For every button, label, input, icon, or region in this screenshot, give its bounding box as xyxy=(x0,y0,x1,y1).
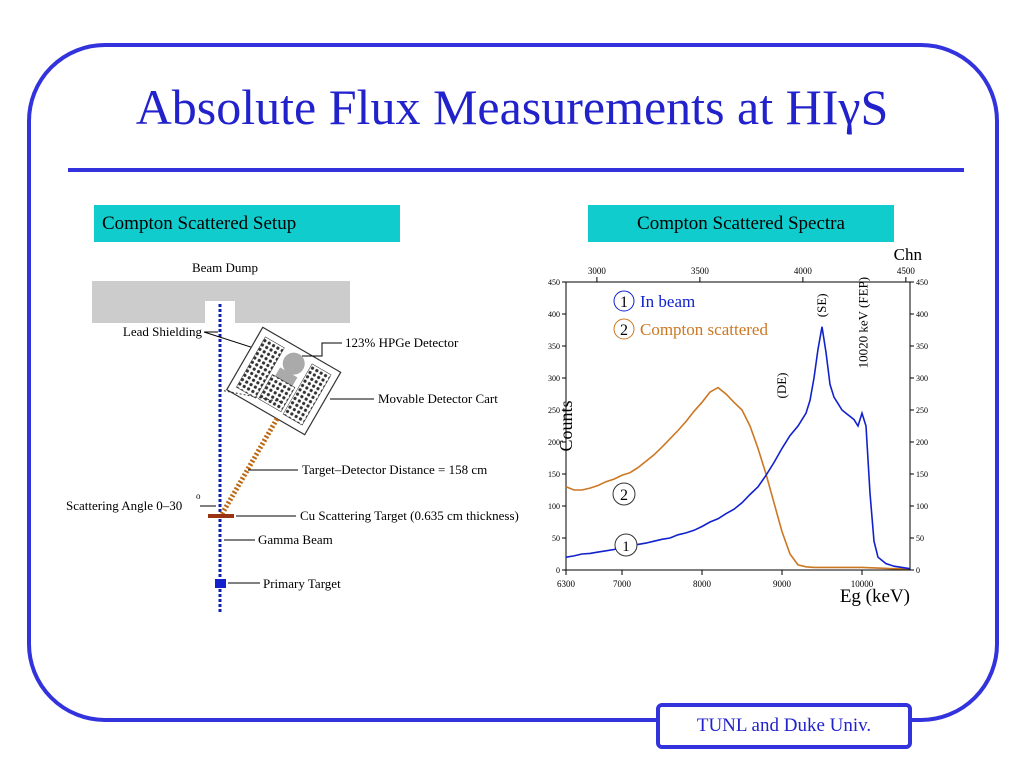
y-tick-label: 350 xyxy=(548,342,560,351)
cu-scattering-target xyxy=(208,514,234,518)
title-divider xyxy=(68,168,964,172)
y-tick-label-right: 350 xyxy=(916,342,928,351)
plot-area xyxy=(565,281,911,571)
x-tick-label: 9000 xyxy=(773,579,792,589)
angle-unit-label: o xyxy=(196,491,201,501)
primary-target-label: Primary Target xyxy=(263,576,341,591)
slide-frame xyxy=(27,43,999,722)
top-tick-label: 4500 xyxy=(897,266,916,276)
beam-dump-label: Beam Dump xyxy=(192,260,258,275)
hpge-detector-crystal xyxy=(282,352,305,375)
distance-label: Target–Detector Distance = 158 cm xyxy=(302,462,487,477)
y-tick-label: 50 xyxy=(552,534,560,543)
detector-cart xyxy=(225,326,342,436)
y-tick-label-right: 150 xyxy=(916,470,928,479)
beam-dump-block xyxy=(205,281,235,301)
detector-pointer xyxy=(302,342,342,357)
curve-marker-1: 1 xyxy=(614,533,638,557)
peak-annotation: (DE) xyxy=(774,372,789,398)
legend-marker-2-text: 2 xyxy=(620,322,628,339)
series-compton-scattered xyxy=(565,386,910,570)
legend-label-compton: Compton scattered xyxy=(640,320,768,339)
y-tick-label-right: 50 xyxy=(916,534,924,543)
y-tick-label-right: 300 xyxy=(916,374,928,383)
y-tick-label: 400 xyxy=(548,310,560,319)
y-tick-label: 100 xyxy=(548,502,560,511)
y-tick-label-right: 0 xyxy=(916,566,920,575)
y-tick-label-right: 450 xyxy=(916,278,928,287)
y-tick-label: 200 xyxy=(548,438,560,447)
shield-block xyxy=(282,363,332,426)
gamma-beam-label: Gamma Beam xyxy=(258,532,333,547)
scattering-angle-label: Scattering Angle 0–30 xyxy=(66,498,182,513)
y-tick-label-right: 200 xyxy=(916,438,928,447)
y-tick-label: 150 xyxy=(548,470,560,479)
top-tick-label: 4000 xyxy=(794,266,813,276)
y-tick-label-right: 100 xyxy=(916,502,928,511)
detector-label: 123% HPGe Detector xyxy=(345,335,459,350)
x-tick-label: 10000 xyxy=(851,579,874,589)
x-tick-label: 6300 xyxy=(557,579,576,589)
legend-marker-1-text: 1 xyxy=(620,294,628,311)
beam-dump-block xyxy=(92,281,205,323)
top-tick-label: 3000 xyxy=(588,266,607,276)
legend-label-in-beam: In beam xyxy=(640,292,695,311)
y-axis-label: Counts xyxy=(556,400,576,451)
lead-shielding-pointer xyxy=(203,331,261,351)
page-title: Absolute Flux Measurements at HIγS xyxy=(135,79,889,135)
x-axis-label: Eg (keV) xyxy=(840,586,910,607)
legend-marker-2 xyxy=(613,318,635,340)
detector-body xyxy=(274,367,298,388)
cu-target-label: Cu Scattering Target (0.635 cm thickness… xyxy=(300,508,519,523)
footer-label: TUNL and Duke Univ. xyxy=(656,703,912,749)
y-tick-label: 0 xyxy=(556,566,560,575)
spectra-header: Compton Scattered Spectra xyxy=(588,205,894,242)
y-tick-label: 300 xyxy=(548,374,560,383)
cart-axis xyxy=(219,389,283,403)
top-tick-label: 3500 xyxy=(691,266,710,276)
x-tick-label: 7000 xyxy=(613,579,632,589)
lead-shielding-label: Lead Shielding xyxy=(123,324,203,339)
curve-marker-1-text: 1 xyxy=(622,539,630,555)
setup-header: Compton Scattered Setup xyxy=(94,205,400,242)
shield-block xyxy=(235,336,285,399)
x-tick-label: 8000 xyxy=(693,579,712,589)
beam-dump-block xyxy=(235,281,350,323)
peak-annotation: (SE) xyxy=(814,293,829,317)
primary-target xyxy=(215,579,226,588)
curve-marker-2-text: 2 xyxy=(620,487,628,504)
legend-marker-1 xyxy=(613,290,635,312)
spectrum-chart: 6300 7000 8000 9000 10000 0 0 50 50 100 100 150 150… xyxy=(548,245,928,607)
legend: 1 In beam 2 Compton scattered xyxy=(613,290,768,340)
detector-shield xyxy=(258,374,296,413)
peak-annotation: 10020 keV (FEP) xyxy=(856,277,871,368)
y-tick-label-right: 250 xyxy=(916,406,928,415)
scatter-path xyxy=(219,415,281,516)
setup-diagram: Beam Dump Lead Shielding 123% HPGe Detec… xyxy=(66,260,519,612)
y-tick-label: 250 xyxy=(548,406,560,415)
curve-marker-2: 2 xyxy=(612,482,636,506)
y-tick-label: 450 xyxy=(548,278,560,287)
y-tick-label-right: 400 xyxy=(916,310,928,319)
top-axis-label: Chn xyxy=(894,245,923,264)
cart-label: Movable Detector Cart xyxy=(378,391,498,406)
